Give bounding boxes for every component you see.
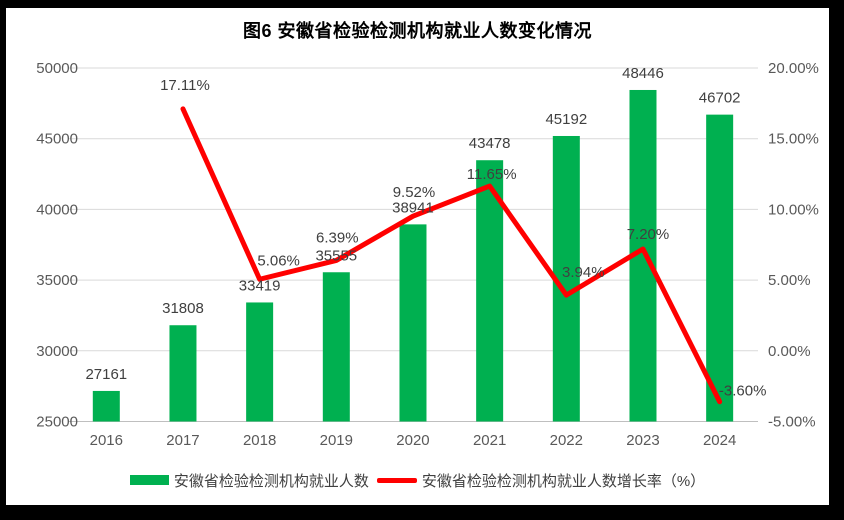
x-axis-label-2021: 2021 <box>473 432 506 449</box>
right-axis-tick-label: 10.00% <box>768 201 819 218</box>
bar-value-label: 31808 <box>162 300 204 317</box>
right-axis-tick-label: -5.00% <box>768 414 816 431</box>
right-axis-tick-label: 0.00% <box>768 343 811 360</box>
line-value-label: 11.65% <box>467 166 517 183</box>
left-axis-tick-label: 25000 <box>36 414 78 431</box>
bar-2016 <box>92 390 120 422</box>
left-axis-tick-label: 40000 <box>36 201 78 218</box>
left-axis-tick-label: 30000 <box>36 343 78 360</box>
bar-2024 <box>706 114 734 422</box>
line-value-label: -3.60% <box>719 383 767 400</box>
left-axis-tick-label: 50000 <box>36 60 78 77</box>
bar-value-label: 43478 <box>469 135 511 152</box>
bar-2017 <box>169 325 197 422</box>
x-axis-label-2019: 2019 <box>320 432 353 449</box>
bar-value-label: 33419 <box>239 277 281 294</box>
bar-2021 <box>476 160 504 422</box>
legend-bar-label: 安徽省检验检测机构就业人数 <box>173 472 369 490</box>
bar-2020 <box>399 224 427 422</box>
line-value-label: 5.06% <box>257 252 300 269</box>
bar-2018 <box>246 302 274 422</box>
line-value-label: 17.11% <box>160 77 210 94</box>
right-axis-tick-label: 5.00% <box>768 272 811 289</box>
bar-value-label: 35555 <box>315 247 357 264</box>
bar-value-label: 46702 <box>699 90 741 107</box>
x-axis-label-2017: 2017 <box>166 432 199 449</box>
chart-title: 图6 安徽省检验检测机构就业人数变化情况 <box>242 21 592 41</box>
x-axis-label-2024: 2024 <box>703 432 736 449</box>
bar-value-label: 48446 <box>622 65 664 82</box>
right-axis-tick-label: 15.00% <box>768 131 819 148</box>
x-axis-label-2016: 2016 <box>90 432 123 449</box>
x-axis-label-2022: 2022 <box>550 432 583 449</box>
line-value-label: 7.20% <box>627 226 670 243</box>
line-value-label: 6.39% <box>316 229 359 246</box>
bar-value-label: 27161 <box>85 366 127 383</box>
legend-line-swatch-icon <box>376 477 417 483</box>
legend-bar-swatch-icon <box>129 475 169 485</box>
legend-line-label: 安徽省检验检测机构就业人数增长率（%） <box>421 472 706 490</box>
bar-2019 <box>322 272 350 422</box>
bar-value-label: 45192 <box>545 111 587 128</box>
bar-value-label: 38941 <box>392 199 434 216</box>
x-axis-label-2020: 2020 <box>396 432 429 449</box>
line-value-label: 9.52% <box>393 184 436 201</box>
line-value-label: 3.94% <box>562 264 605 281</box>
combo-chart: 50000 20.00% 45000 15.00% 40000 10.00% 35000 5.… <box>36 60 819 449</box>
x-axis-label-2023: 2023 <box>626 432 659 449</box>
right-axis-tick-label: 20.00% <box>768 60 819 77</box>
left-axis-tick-label: 45000 <box>36 131 78 148</box>
x-axis-label-2018: 2018 <box>243 432 276 449</box>
legend: 安徽省检验检测机构就业人数 安徽省检验检测机构就业人数增长率（%） <box>6 469 829 491</box>
left-axis-tick-label: 35000 <box>36 272 78 289</box>
growth-line <box>180 106 723 405</box>
